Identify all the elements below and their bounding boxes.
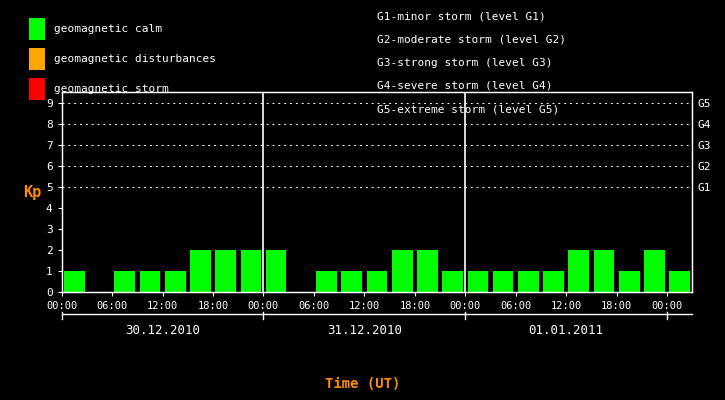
Text: geomagnetic disturbances: geomagnetic disturbances: [54, 54, 215, 64]
Text: G2-moderate storm (level G2): G2-moderate storm (level G2): [377, 34, 566, 44]
Bar: [645, 250, 665, 292]
Bar: [669, 271, 690, 292]
Bar: [518, 271, 539, 292]
Y-axis label: Kp: Kp: [22, 184, 41, 200]
Bar: [568, 250, 589, 292]
Bar: [594, 250, 614, 292]
Text: G5-extreme storm (level G5): G5-extreme storm (level G5): [377, 104, 559, 114]
Bar: [367, 271, 387, 292]
Bar: [392, 250, 413, 292]
Bar: [266, 250, 286, 292]
Text: G3-strong storm (level G3): G3-strong storm (level G3): [377, 58, 552, 68]
Text: geomagnetic storm: geomagnetic storm: [54, 84, 168, 94]
Bar: [417, 250, 438, 292]
Bar: [341, 271, 362, 292]
Text: geomagnetic calm: geomagnetic calm: [54, 24, 162, 34]
Bar: [468, 271, 488, 292]
Bar: [64, 271, 85, 292]
Text: 01.01.2011: 01.01.2011: [529, 324, 604, 336]
Bar: [493, 271, 513, 292]
Bar: [543, 271, 564, 292]
Text: G4-severe storm (level G4): G4-severe storm (level G4): [377, 81, 552, 91]
Text: 30.12.2010: 30.12.2010: [125, 324, 200, 336]
Bar: [190, 250, 211, 292]
Bar: [316, 271, 337, 292]
Bar: [619, 271, 639, 292]
Bar: [115, 271, 135, 292]
Bar: [442, 271, 463, 292]
Bar: [215, 250, 236, 292]
Bar: [241, 250, 261, 292]
Text: G1-minor storm (level G1): G1-minor storm (level G1): [377, 11, 546, 21]
Bar: [140, 271, 160, 292]
Bar: [165, 271, 186, 292]
Text: Time (UT): Time (UT): [325, 377, 400, 391]
Text: 31.12.2010: 31.12.2010: [327, 324, 402, 336]
